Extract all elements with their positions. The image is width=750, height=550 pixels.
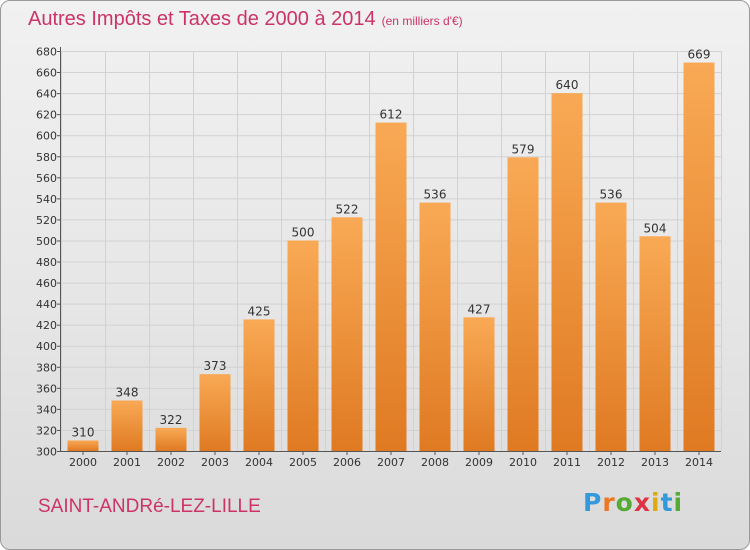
y-tick-label: 360 xyxy=(36,382,57,395)
data-label: 640 xyxy=(556,78,579,92)
bar xyxy=(199,374,231,451)
x-tick-label: 2009 xyxy=(465,456,493,469)
data-label: 310 xyxy=(72,425,95,439)
data-label: 500 xyxy=(292,225,315,239)
x-tick-label: 2012 xyxy=(597,456,625,469)
x-tick-label: 2007 xyxy=(377,456,405,469)
label-layer: 310 348 322 373 425 500 522 612 536 427 579 640 536 5… xyxy=(72,48,711,440)
logo-letter: t xyxy=(660,488,674,517)
y-tick-label: 600 xyxy=(36,130,57,143)
bar xyxy=(639,236,671,451)
x-tick-label: 2013 xyxy=(641,456,669,469)
data-label: 322 xyxy=(160,413,183,427)
bar xyxy=(463,317,495,451)
logo-letter: r xyxy=(602,488,616,517)
bar xyxy=(551,93,583,452)
proxiti-logo: Proxiti xyxy=(583,488,683,517)
x-tick-label: 2010 xyxy=(509,456,537,469)
y-tick-label: 520 xyxy=(36,214,57,227)
x-tick-label: 2002 xyxy=(157,456,185,469)
bar xyxy=(375,122,407,451)
bar xyxy=(155,427,187,451)
y-tick-label: 580 xyxy=(36,151,57,164)
logo-letter: o xyxy=(615,488,634,517)
bar xyxy=(595,202,627,451)
x-tick-label: 2011 xyxy=(553,456,581,469)
y-tick-label: 620 xyxy=(36,109,57,122)
data-label: 536 xyxy=(424,188,447,202)
y-tick-label: 660 xyxy=(36,67,57,80)
bar xyxy=(331,217,363,451)
data-label: 348 xyxy=(116,385,139,399)
logo-letter: P xyxy=(583,488,603,517)
bar xyxy=(67,440,99,451)
bar xyxy=(419,202,451,451)
y-tick-label: 300 xyxy=(36,446,57,459)
data-label: 427 xyxy=(468,302,491,316)
y-tick-label: 460 xyxy=(36,277,57,290)
y-tick-label: 640 xyxy=(36,88,57,101)
y-tick-label: 480 xyxy=(36,256,57,269)
x-tick-label: 2014 xyxy=(685,456,713,469)
data-label: 522 xyxy=(336,202,359,216)
data-label: 612 xyxy=(380,108,403,122)
data-label: 504 xyxy=(644,221,667,235)
chart-title-unit: (en milliers d'€) xyxy=(381,14,463,28)
y-tick-label: 420 xyxy=(36,319,57,332)
x-tick-label: 2005 xyxy=(289,456,317,469)
bar xyxy=(111,400,143,451)
logo-letter: i xyxy=(651,488,661,517)
bar-layer xyxy=(67,62,715,452)
axis-layer: 300 320 340 360 380 400 420 440 460 480 500 520 540 5… xyxy=(36,46,721,469)
x-tick-label: 2006 xyxy=(333,456,361,469)
data-label: 669 xyxy=(688,48,711,62)
logo-letter: x xyxy=(633,488,651,517)
y-tick-label: 380 xyxy=(36,361,57,374)
x-tick-label: 2001 xyxy=(113,456,141,469)
x-tick-label: 2000 xyxy=(69,456,97,469)
y-tick-label: 440 xyxy=(36,298,57,311)
y-tick-label: 340 xyxy=(36,403,57,416)
data-label: 536 xyxy=(600,188,623,202)
data-label: 373 xyxy=(204,359,227,373)
chart-title: Autres Impôts et Taxes de 2000 à 2014 (en… xyxy=(28,8,463,31)
y-tick-label: 680 xyxy=(36,46,57,59)
bar xyxy=(507,157,539,451)
logo-letter: i xyxy=(673,488,684,517)
bar xyxy=(683,62,715,451)
y-tick-label: 400 xyxy=(36,340,57,353)
commune-name: SAINT-ANDRé-LEZ-LILLE xyxy=(38,496,261,517)
chart-title-main: Autres Impôts et Taxes de 2000 à 2014 xyxy=(28,8,376,30)
y-tick-label: 320 xyxy=(36,424,57,437)
bar xyxy=(243,319,275,451)
x-tick-label: 2003 xyxy=(201,456,229,469)
x-tick-label: 2004 xyxy=(245,456,273,469)
data-label: 425 xyxy=(248,304,271,318)
bar xyxy=(287,240,319,451)
y-tick-label: 500 xyxy=(36,235,57,248)
data-label: 579 xyxy=(512,142,535,156)
x-tick-label: 2008 xyxy=(421,456,449,469)
y-tick-label: 560 xyxy=(36,172,57,185)
y-tick-label: 540 xyxy=(36,193,57,206)
